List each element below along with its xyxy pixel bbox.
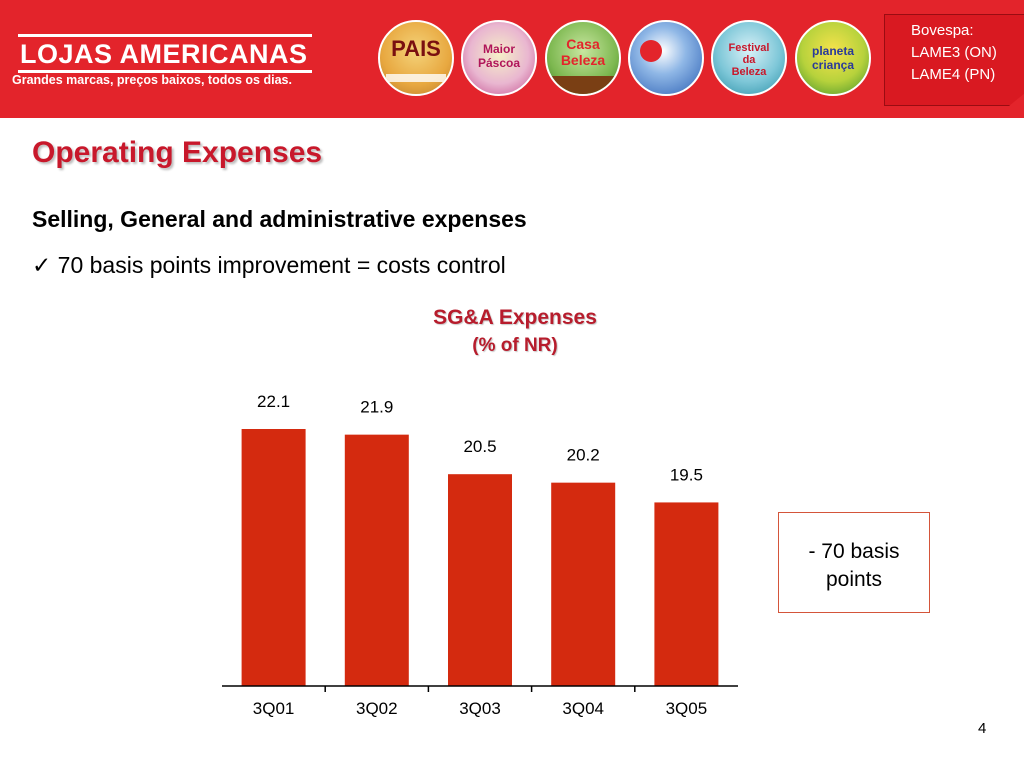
callout-box: - 70 basis points — [778, 512, 930, 613]
dia-dos-pais-badge: PAIS — [378, 20, 454, 96]
x-tick-label: 3Q05 — [666, 699, 708, 718]
badge-text: Maior Páscoa — [477, 42, 521, 70]
x-tick-label: 3Q01 — [253, 699, 295, 718]
bovespa-label: Bovespa: — [911, 22, 974, 39]
x-tick-label: 3Q04 — [562, 699, 604, 718]
logo-tagline: Grandes marcas, preços baixos, todos os … — [12, 73, 292, 87]
page-number: 4 — [978, 720, 987, 737]
casa-beleza-badge: Casa Beleza — [545, 20, 621, 96]
chart-subtitle: (% of NR) — [472, 335, 558, 356]
bar-3Q02 — [344, 434, 409, 686]
slide-title: Operating Expenses — [32, 136, 323, 169]
bar-3Q05 — [654, 502, 719, 686]
bullet-point: ✓ 70 basis points improvement = costs co… — [32, 252, 506, 279]
data-label: 19.5 — [670, 465, 703, 484]
ticker-on: LAME3 (ON) — [911, 44, 997, 61]
section-subheading: Selling, General and administrative expe… — [32, 206, 527, 232]
bovespa-ticker-box: Bovespa: LAME3 (ON) LAME4 (PN) — [884, 14, 1024, 106]
campaign-badge — [628, 20, 704, 96]
x-tick-label: 3Q02 — [356, 699, 398, 718]
chart-title: SG&A Expenses — [433, 306, 597, 329]
badge-text: PAIS — [391, 36, 441, 61]
bar-3Q03 — [448, 474, 512, 686]
data-label: 20.5 — [463, 437, 496, 456]
header-banner: LOJAS AMERICANAS Grandes marcas, preços … — [0, 0, 1024, 118]
bar-3Q01 — [241, 429, 306, 686]
ticker-pn: LAME4 (PN) — [911, 66, 996, 83]
festival-beleza-badge: Festival da Beleza — [711, 20, 787, 96]
badge-text: planeta criança — [811, 44, 855, 72]
planeta-crianca-badge: planeta criança — [795, 20, 871, 96]
data-label: 22.1 — [257, 392, 290, 411]
logo-title: LOJAS AMERICANAS — [18, 34, 312, 73]
maior-pascoa-badge: Maior Páscoa — [461, 20, 537, 96]
badge-text: Festival da Beleza — [728, 42, 770, 78]
brand-logo: LOJAS AMERICANAS Grandes marcas, preços … — [0, 0, 350, 118]
callout-line-1: - 70 basis — [808, 540, 900, 563]
callout-line-2: points — [825, 568, 883, 591]
data-label: 20.2 — [567, 446, 600, 465]
data-label: 21.9 — [360, 398, 393, 417]
x-tick-label: 3Q03 — [459, 699, 501, 718]
checkmark-icon: ✓ — [32, 252, 52, 278]
badge-text: Casa Beleza — [560, 36, 606, 68]
bullet-text: 70 basis points improvement = costs cont… — [57, 252, 506, 278]
bar-3Q04 — [551, 482, 616, 686]
